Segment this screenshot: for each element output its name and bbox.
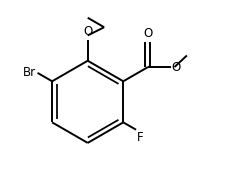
Text: F: F	[137, 131, 143, 144]
Text: O: O	[171, 61, 180, 74]
Text: Br: Br	[23, 66, 36, 79]
Text: O: O	[143, 27, 152, 40]
Text: O: O	[83, 25, 92, 38]
